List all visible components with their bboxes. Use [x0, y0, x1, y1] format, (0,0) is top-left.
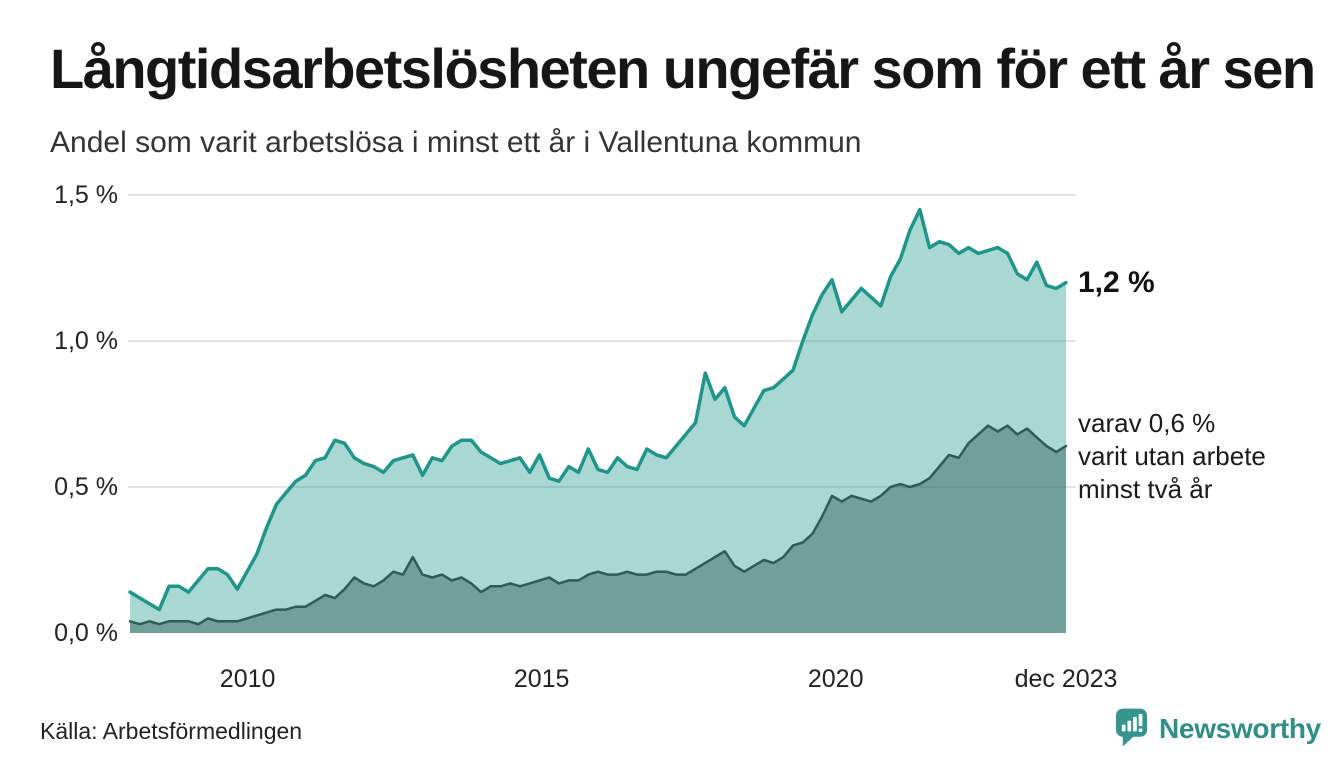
- y-axis-label: 1,0 %: [54, 327, 118, 355]
- area-series-1: [130, 209, 1066, 633]
- y-axis-label: 1,5 %: [54, 181, 118, 209]
- x-axis-label: 2015: [513, 665, 570, 693]
- series2-annotation-line: varit utan arbete: [1078, 441, 1266, 471]
- x-axis-label: dec 2023: [1014, 665, 1118, 693]
- x-axis-label: 2010: [219, 665, 276, 693]
- newsworthy-logo: Newsworthy: [1116, 708, 1321, 749]
- line-series-1: [128, 207, 1068, 612]
- newsworthy-icon: [1116, 708, 1148, 747]
- chart-subtitle: Andel som varit arbetslösa i minst ett å…: [50, 126, 862, 159]
- area-series-2: [130, 425, 1066, 633]
- series2-annotation-line: varav 0,6 %: [1078, 408, 1216, 438]
- source-note: Källa: Arbetsförmedlingen: [40, 718, 303, 744]
- chart-title: Långtidsarbetslösheten ungefär som för e…: [50, 37, 1316, 100]
- y-axis-label: 0,5 %: [54, 473, 118, 501]
- end-value-annotation: 1,2 %: [1078, 266, 1155, 299]
- line-series-2: [128, 424, 1068, 626]
- series2-annotation-line: minst två år: [1078, 474, 1213, 504]
- x-axis-label: 2020: [807, 665, 864, 693]
- series2-annotation: varav 0,6 % varit utan arbete minst två …: [1078, 407, 1266, 506]
- newsworthy-wordmark: Newsworthy: [1159, 712, 1321, 744]
- y-axis-label: 0,0 %: [54, 619, 118, 647]
